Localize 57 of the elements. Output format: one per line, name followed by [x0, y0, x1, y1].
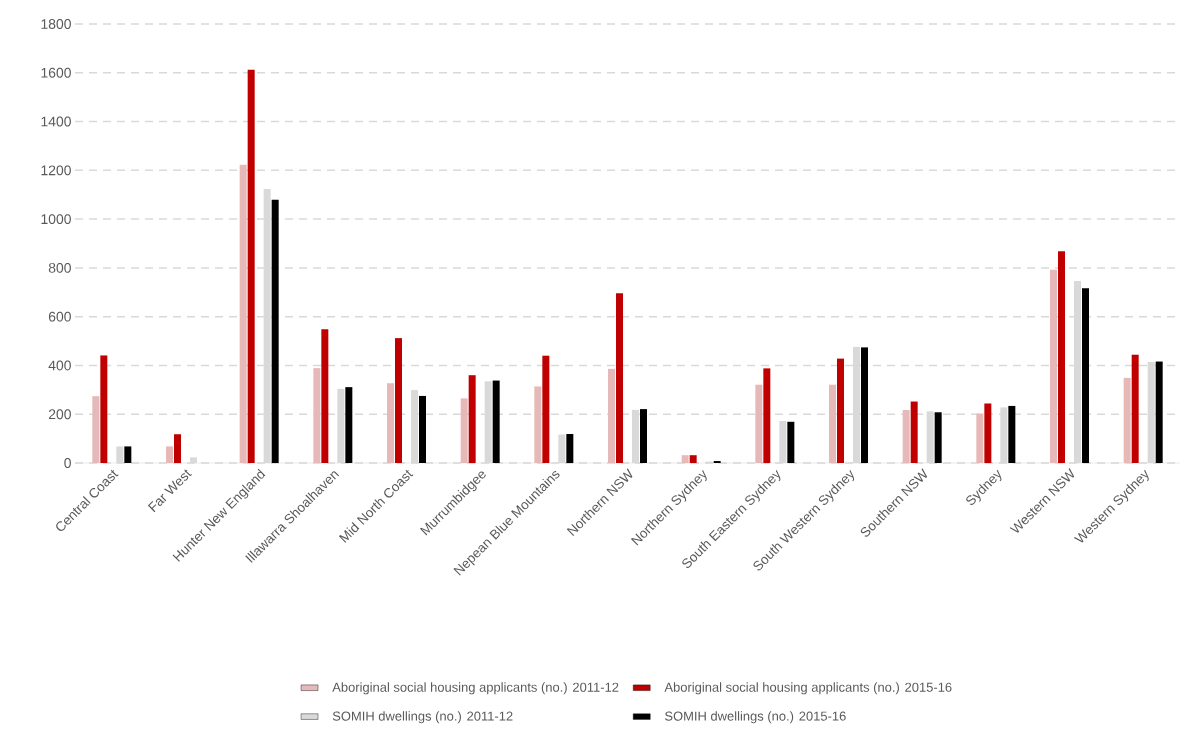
bar: [239, 164, 247, 463]
bar: [460, 398, 468, 463]
bar: [271, 199, 279, 463]
bar: [902, 410, 910, 463]
bar: [166, 446, 173, 463]
bar: [640, 409, 647, 463]
bar: [492, 380, 500, 463]
y-tick-label: 1400: [41, 116, 71, 127]
y-tick-label: 1800: [41, 19, 71, 29]
bar: [345, 387, 353, 463]
bar: [1082, 288, 1090, 463]
bar: [1155, 361, 1163, 463]
bar: [837, 358, 845, 463]
bar: [387, 383, 394, 463]
bar: [689, 455, 697, 463]
bar: [468, 375, 476, 463]
bar: [984, 403, 992, 463]
bar: [787, 421, 795, 463]
bar: [1058, 251, 1066, 463]
bar: [100, 355, 108, 463]
bar: [419, 395, 426, 463]
bar: [1050, 269, 1058, 463]
bar: [755, 384, 763, 463]
bar: [321, 329, 329, 463]
bar: [1131, 354, 1139, 463]
y-tick-label: 1000: [41, 214, 71, 225]
legend-label: SOMIH dwellings (no.) 2015-16: [665, 711, 846, 724]
bar: [313, 368, 321, 463]
bar: [1123, 377, 1131, 463]
bar: [124, 446, 132, 463]
bar: [608, 368, 615, 463]
bar: [763, 368, 771, 463]
bar: [829, 384, 837, 463]
legend-label: SOMIH dwellings (no.) 2011-12: [332, 711, 513, 724]
bar: [681, 455, 689, 463]
bar: [934, 412, 942, 463]
bar: [174, 434, 181, 463]
bar: [861, 347, 869, 463]
bar: [534, 386, 542, 463]
y-tick-label: 800: [48, 262, 71, 273]
y-tick-label: 400: [48, 360, 71, 371]
bar: [616, 293, 623, 463]
bar: [247, 69, 255, 463]
y-tick-label: 0: [64, 458, 71, 468]
y-tick-label: 1200: [41, 165, 71, 176]
bar: [1008, 405, 1016, 463]
bar: [566, 433, 574, 463]
legend-label: Aboriginal social housing applicants (no.) 2015-16: [664, 682, 952, 695]
y-tick-label: 600: [48, 311, 71, 322]
bar: [910, 401, 918, 463]
legend-label: Aboriginal social housing applicants (no.) 2011-12: [332, 682, 619, 695]
y-tick-label: 200: [48, 409, 71, 420]
bar: [395, 338, 402, 463]
bar: [92, 396, 100, 463]
bar: [976, 413, 984, 463]
y-tick-label: 1600: [41, 67, 71, 78]
bar: [542, 355, 550, 463]
